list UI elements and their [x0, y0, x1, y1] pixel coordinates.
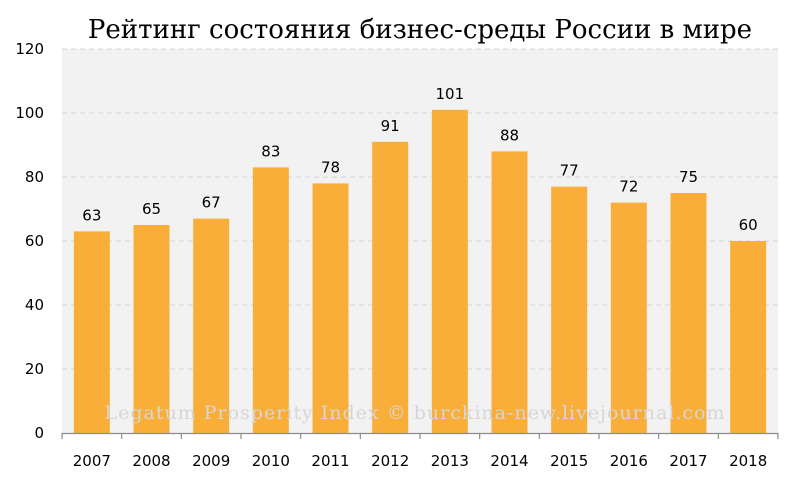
watermark: Legatum Prosperity Index © burckina-new.… [104, 402, 725, 424]
data-label: 63 [82, 206, 101, 224]
x-tick-label: 2011 [311, 452, 349, 470]
bar-2008 [133, 225, 170, 433]
bar-2010 [252, 167, 289, 433]
data-label: 72 [619, 178, 638, 196]
grid-lines [62, 48, 778, 370]
x-tick-label: 2018 [729, 452, 767, 470]
x-tick-label: 2015 [550, 452, 588, 470]
x-tick-label: 2013 [431, 452, 469, 470]
data-label: 88 [500, 126, 519, 144]
bar-2018 [730, 241, 767, 433]
bars [73, 109, 767, 434]
y-tick-label: 100 [15, 104, 44, 122]
bar-2016 [610, 202, 647, 433]
y-tick-label: 120 [15, 40, 44, 58]
bar-2017 [670, 193, 707, 433]
x-tick-label: 2010 [252, 452, 290, 470]
y-tick-label: 60 [25, 232, 44, 250]
x-tick-label: 2017 [669, 452, 707, 470]
y-tick-label: 80 [25, 168, 44, 186]
data-label: 101 [436, 85, 465, 103]
bar-2009 [193, 218, 230, 433]
y-axis-ticks: 0 20 40 60 80 100 120 [15, 40, 44, 442]
x-tick-label: 2014 [490, 452, 528, 470]
y-tick-label: 0 [34, 424, 44, 442]
x-tick-label: 2012 [371, 452, 409, 470]
bar-2013 [431, 109, 468, 434]
bar-2012 [372, 141, 409, 434]
bar-2015 [551, 186, 588, 433]
y-tick-label: 40 [25, 296, 44, 314]
chart-title: Рейтинг состояния бизнес-среды России в … [88, 15, 752, 45]
data-label: 78 [321, 158, 340, 176]
bar-2014 [491, 151, 528, 433]
bar-2011 [312, 183, 349, 433]
x-tick-label: 2016 [610, 452, 648, 470]
data-label: 67 [202, 194, 221, 212]
data-label: 65 [142, 200, 161, 218]
data-label: 83 [261, 142, 280, 160]
x-axis-ticks: 2007 2008 2009 2010 2011 2012 2013 2014 2015 2016… [61, 433, 779, 470]
data-label: 91 [381, 117, 400, 135]
bar-2007 [73, 231, 110, 433]
x-tick-label: 2008 [132, 452, 170, 470]
y-tick-label: 20 [25, 360, 44, 378]
x-tick-label: 2009 [192, 452, 230, 470]
x-tick-label: 2007 [73, 452, 111, 470]
data-label: 75 [679, 168, 698, 186]
data-label: 77 [560, 162, 579, 180]
data-labels: 63 65 67 83 78 91 101 88 77 72 75 60 [82, 85, 757, 234]
data-label: 60 [739, 216, 758, 234]
